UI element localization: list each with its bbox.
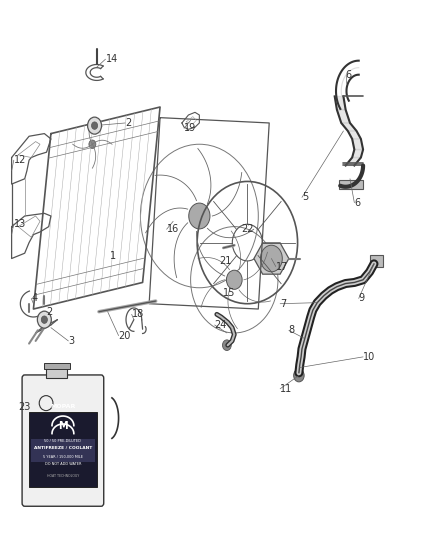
Text: 6: 6 <box>346 70 352 80</box>
Circle shape <box>37 311 51 328</box>
Text: 18: 18 <box>132 309 144 319</box>
Text: 7: 7 <box>280 298 286 309</box>
Polygon shape <box>346 158 361 165</box>
Text: 12: 12 <box>14 155 26 165</box>
Circle shape <box>41 316 47 324</box>
Bar <box>31 439 95 462</box>
Text: 13: 13 <box>14 219 26 229</box>
Text: 15: 15 <box>223 288 236 298</box>
Text: 4: 4 <box>31 293 37 303</box>
Text: 20: 20 <box>119 330 131 341</box>
Polygon shape <box>335 96 346 110</box>
Text: 16: 16 <box>166 224 179 235</box>
Text: 5: 5 <box>302 192 308 203</box>
Text: 8: 8 <box>289 325 295 335</box>
Text: 24: 24 <box>215 320 227 330</box>
Polygon shape <box>352 139 363 150</box>
Text: 1: 1 <box>110 251 116 261</box>
Circle shape <box>261 245 283 272</box>
Text: 2: 2 <box>46 306 53 317</box>
FancyBboxPatch shape <box>22 375 104 506</box>
Polygon shape <box>337 110 350 123</box>
Text: 21: 21 <box>219 256 231 266</box>
Circle shape <box>88 117 102 134</box>
Text: 22: 22 <box>241 224 253 235</box>
Text: 2: 2 <box>125 118 131 128</box>
Circle shape <box>223 340 231 351</box>
Text: 6: 6 <box>354 198 360 208</box>
Polygon shape <box>348 131 361 139</box>
Polygon shape <box>352 150 363 158</box>
Text: 23: 23 <box>18 402 31 413</box>
Circle shape <box>189 203 210 229</box>
Text: 10: 10 <box>363 352 375 362</box>
Text: MOPAR: MOPAR <box>50 405 76 409</box>
Bar <box>29 412 97 487</box>
Polygon shape <box>254 243 289 274</box>
Text: ANTIFREEZE / COOLANT: ANTIFREEZE / COOLANT <box>34 446 92 450</box>
Circle shape <box>89 140 96 149</box>
Text: M: M <box>58 421 68 431</box>
Circle shape <box>92 122 98 130</box>
Circle shape <box>226 270 242 289</box>
Ellipse shape <box>39 395 53 410</box>
Text: 50 / 50 PRE-DILUTED: 50 / 50 PRE-DILUTED <box>45 439 81 442</box>
Bar <box>339 180 363 189</box>
Text: HOAT TECHNOLOGY: HOAT TECHNOLOGY <box>47 474 79 478</box>
Text: 9: 9 <box>359 293 365 303</box>
Bar <box>370 255 383 266</box>
Text: 3: 3 <box>68 336 74 346</box>
Text: 19: 19 <box>184 123 196 133</box>
Text: 5 YEAR / 150,000 MILE: 5 YEAR / 150,000 MILE <box>43 455 83 459</box>
Circle shape <box>293 369 304 382</box>
Text: 14: 14 <box>106 54 118 64</box>
Bar <box>44 364 70 368</box>
Text: 11: 11 <box>280 384 293 394</box>
Text: DO NOT ADD WATER: DO NOT ADD WATER <box>45 462 81 466</box>
Text: 17: 17 <box>276 262 288 271</box>
Polygon shape <box>341 123 357 131</box>
Bar <box>46 367 67 378</box>
